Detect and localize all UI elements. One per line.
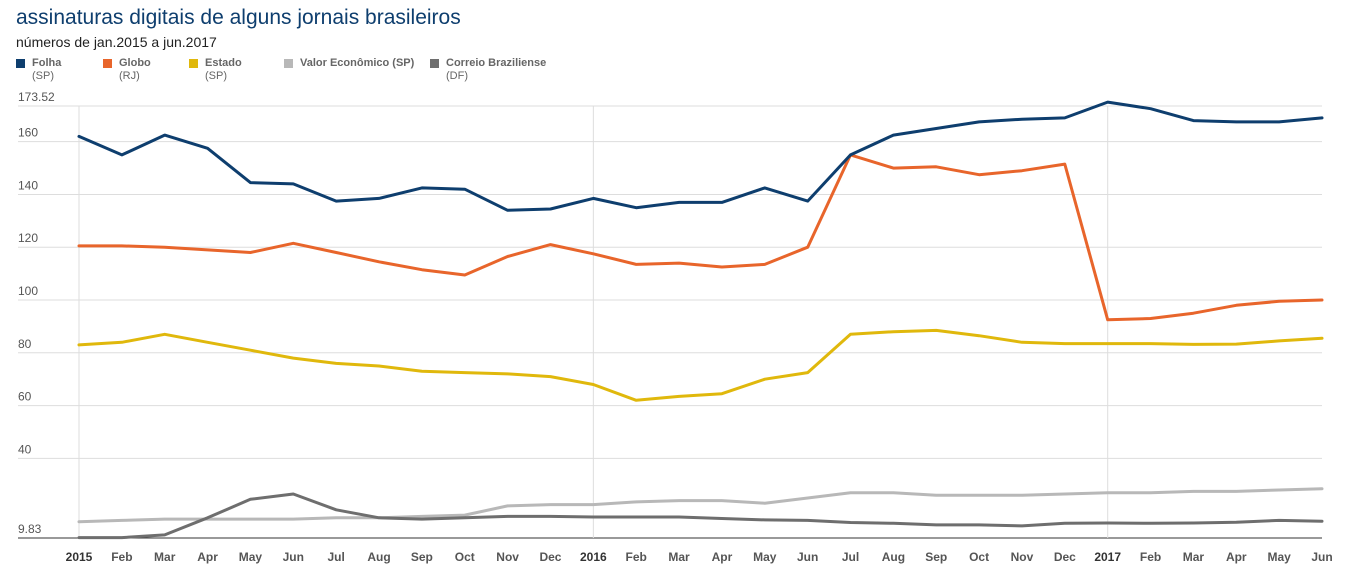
x-tick-label: Dec xyxy=(539,550,561,564)
legend-region: (DF) xyxy=(446,70,468,82)
y-tick-label: 140 xyxy=(18,178,38,192)
y-tick-label: 160 xyxy=(18,126,38,140)
legend-label: Valor Econômico (SP) xyxy=(300,57,414,70)
x-tick-label: Aug xyxy=(367,550,390,564)
legend-name: Folha xyxy=(32,57,62,69)
x-tick-label: Sep xyxy=(411,550,433,564)
y-tick-label: 100 xyxy=(18,284,38,298)
y-tick-label: 60 xyxy=(18,390,32,404)
x-tick-label: Jun xyxy=(283,550,304,564)
legend-swatch xyxy=(16,59,25,68)
legend-name: Valor Econômico (SP) xyxy=(300,57,415,69)
series-line-estado xyxy=(77,328,1324,402)
series-line-correio-braziliense xyxy=(77,492,1324,540)
legend-name: Estado xyxy=(205,57,242,69)
x-tick-label: Mar xyxy=(668,550,690,564)
x-tick-label: 2015 xyxy=(66,550,93,564)
x-tick-label: Jun xyxy=(797,550,818,564)
y-tick-label: 120 xyxy=(18,231,38,245)
chart-title: assinaturas digitais de alguns jornais b… xyxy=(16,6,461,29)
x-tick-label: Feb xyxy=(626,550,647,564)
legend-region: (SP) xyxy=(205,70,227,82)
legend-name: Correio Braziliense xyxy=(446,57,547,69)
legend-label: Correio Braziliense (DF) xyxy=(446,57,546,83)
x-tick-label: Nov xyxy=(496,550,519,564)
legend-region: (SP) xyxy=(32,70,54,82)
legend-swatch xyxy=(103,59,112,68)
legend-label: Folha (SP) xyxy=(32,57,61,83)
x-tick-label: Mar xyxy=(154,550,176,564)
x-tick-label: Feb xyxy=(1140,550,1161,564)
y-tick-label: 9.83 xyxy=(18,522,42,536)
x-tick-label: Jun xyxy=(1311,550,1332,564)
chart-subtitle: números de jan.2015 a jun.2017 xyxy=(16,34,217,50)
x-tick-label: Mar xyxy=(1183,550,1205,564)
x-tick-label: Aug xyxy=(882,550,905,564)
x-tick-label: May xyxy=(1267,550,1291,564)
legend-swatch xyxy=(284,59,293,68)
x-tick-label: Apr xyxy=(712,550,733,564)
legend-name: Globo xyxy=(119,57,151,69)
series-line-folha xyxy=(77,100,1324,212)
legend-swatch xyxy=(430,59,439,68)
x-tick-label: May xyxy=(239,550,263,564)
x-tick-label: Apr xyxy=(197,550,218,564)
legend-label: Estado (SP) xyxy=(205,57,242,83)
series-line-valor-econômico xyxy=(77,487,1324,524)
x-tick-label: Jul xyxy=(842,550,859,564)
legend-region: (RJ) xyxy=(119,70,140,82)
x-tick-label: Jul xyxy=(328,550,345,564)
y-tick-label: 40 xyxy=(18,442,32,456)
x-tick-label: Oct xyxy=(455,550,475,564)
x-tick-label: Nov xyxy=(1011,550,1034,564)
series-line-globo xyxy=(77,153,1324,322)
x-tick-label: Feb xyxy=(111,550,132,564)
x-tick-label: 2016 xyxy=(580,550,607,564)
x-tick-label: Apr xyxy=(1226,550,1247,564)
x-tick-label: May xyxy=(753,550,777,564)
y-tick-label: 80 xyxy=(18,337,32,351)
x-tick-label: Sep xyxy=(925,550,947,564)
y-tick-label: 173.52 xyxy=(18,90,55,104)
x-tick-label: Oct xyxy=(969,550,989,564)
x-tick-label: Dec xyxy=(1054,550,1076,564)
x-tick-label: 2017 xyxy=(1094,550,1121,564)
legend-label: Globo (RJ) xyxy=(119,57,151,83)
legend-swatch xyxy=(189,59,198,68)
